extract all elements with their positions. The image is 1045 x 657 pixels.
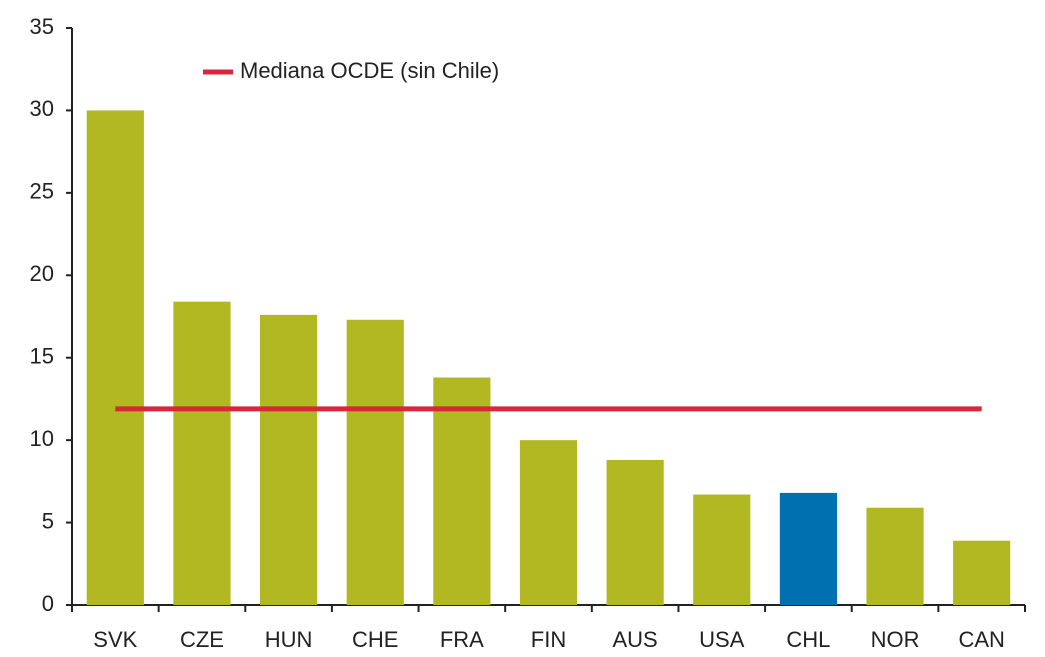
legend-label: Mediana OCDE (sin Chile) (240, 58, 499, 83)
bar (260, 314, 318, 605)
bar (693, 494, 751, 605)
x-tick-label: CHL (786, 627, 830, 652)
x-tick-label: HUN (265, 627, 313, 652)
bar (346, 319, 404, 605)
y-tick-label: 35 (30, 14, 54, 39)
y-tick-label: 0 (42, 591, 54, 616)
x-tick-label: SVK (93, 627, 137, 652)
x-tick-label: FIN (531, 627, 566, 652)
y-tick-label: 15 (30, 344, 54, 369)
y-tick-label: 25 (30, 179, 54, 204)
x-tick-label: NOR (871, 627, 920, 652)
x-tick-label: CHE (352, 627, 398, 652)
bar (433, 377, 491, 605)
x-tick-label: CZE (180, 627, 224, 652)
x-tick-label: CAN (958, 627, 1004, 652)
y-tick-label: 10 (30, 426, 54, 451)
bar (173, 301, 231, 605)
bar (86, 110, 144, 605)
bar (779, 492, 837, 605)
x-tick-label: FRA (440, 627, 484, 652)
x-tick-label: USA (699, 627, 745, 652)
bar (519, 440, 578, 605)
bar (953, 540, 1011, 605)
x-tick-label: AUS (613, 627, 658, 652)
y-tick-label: 30 (30, 96, 54, 121)
bar (866, 507, 924, 605)
bar (606, 459, 664, 605)
y-tick-label: 5 (42, 508, 54, 533)
y-tick-label: 20 (30, 261, 54, 286)
